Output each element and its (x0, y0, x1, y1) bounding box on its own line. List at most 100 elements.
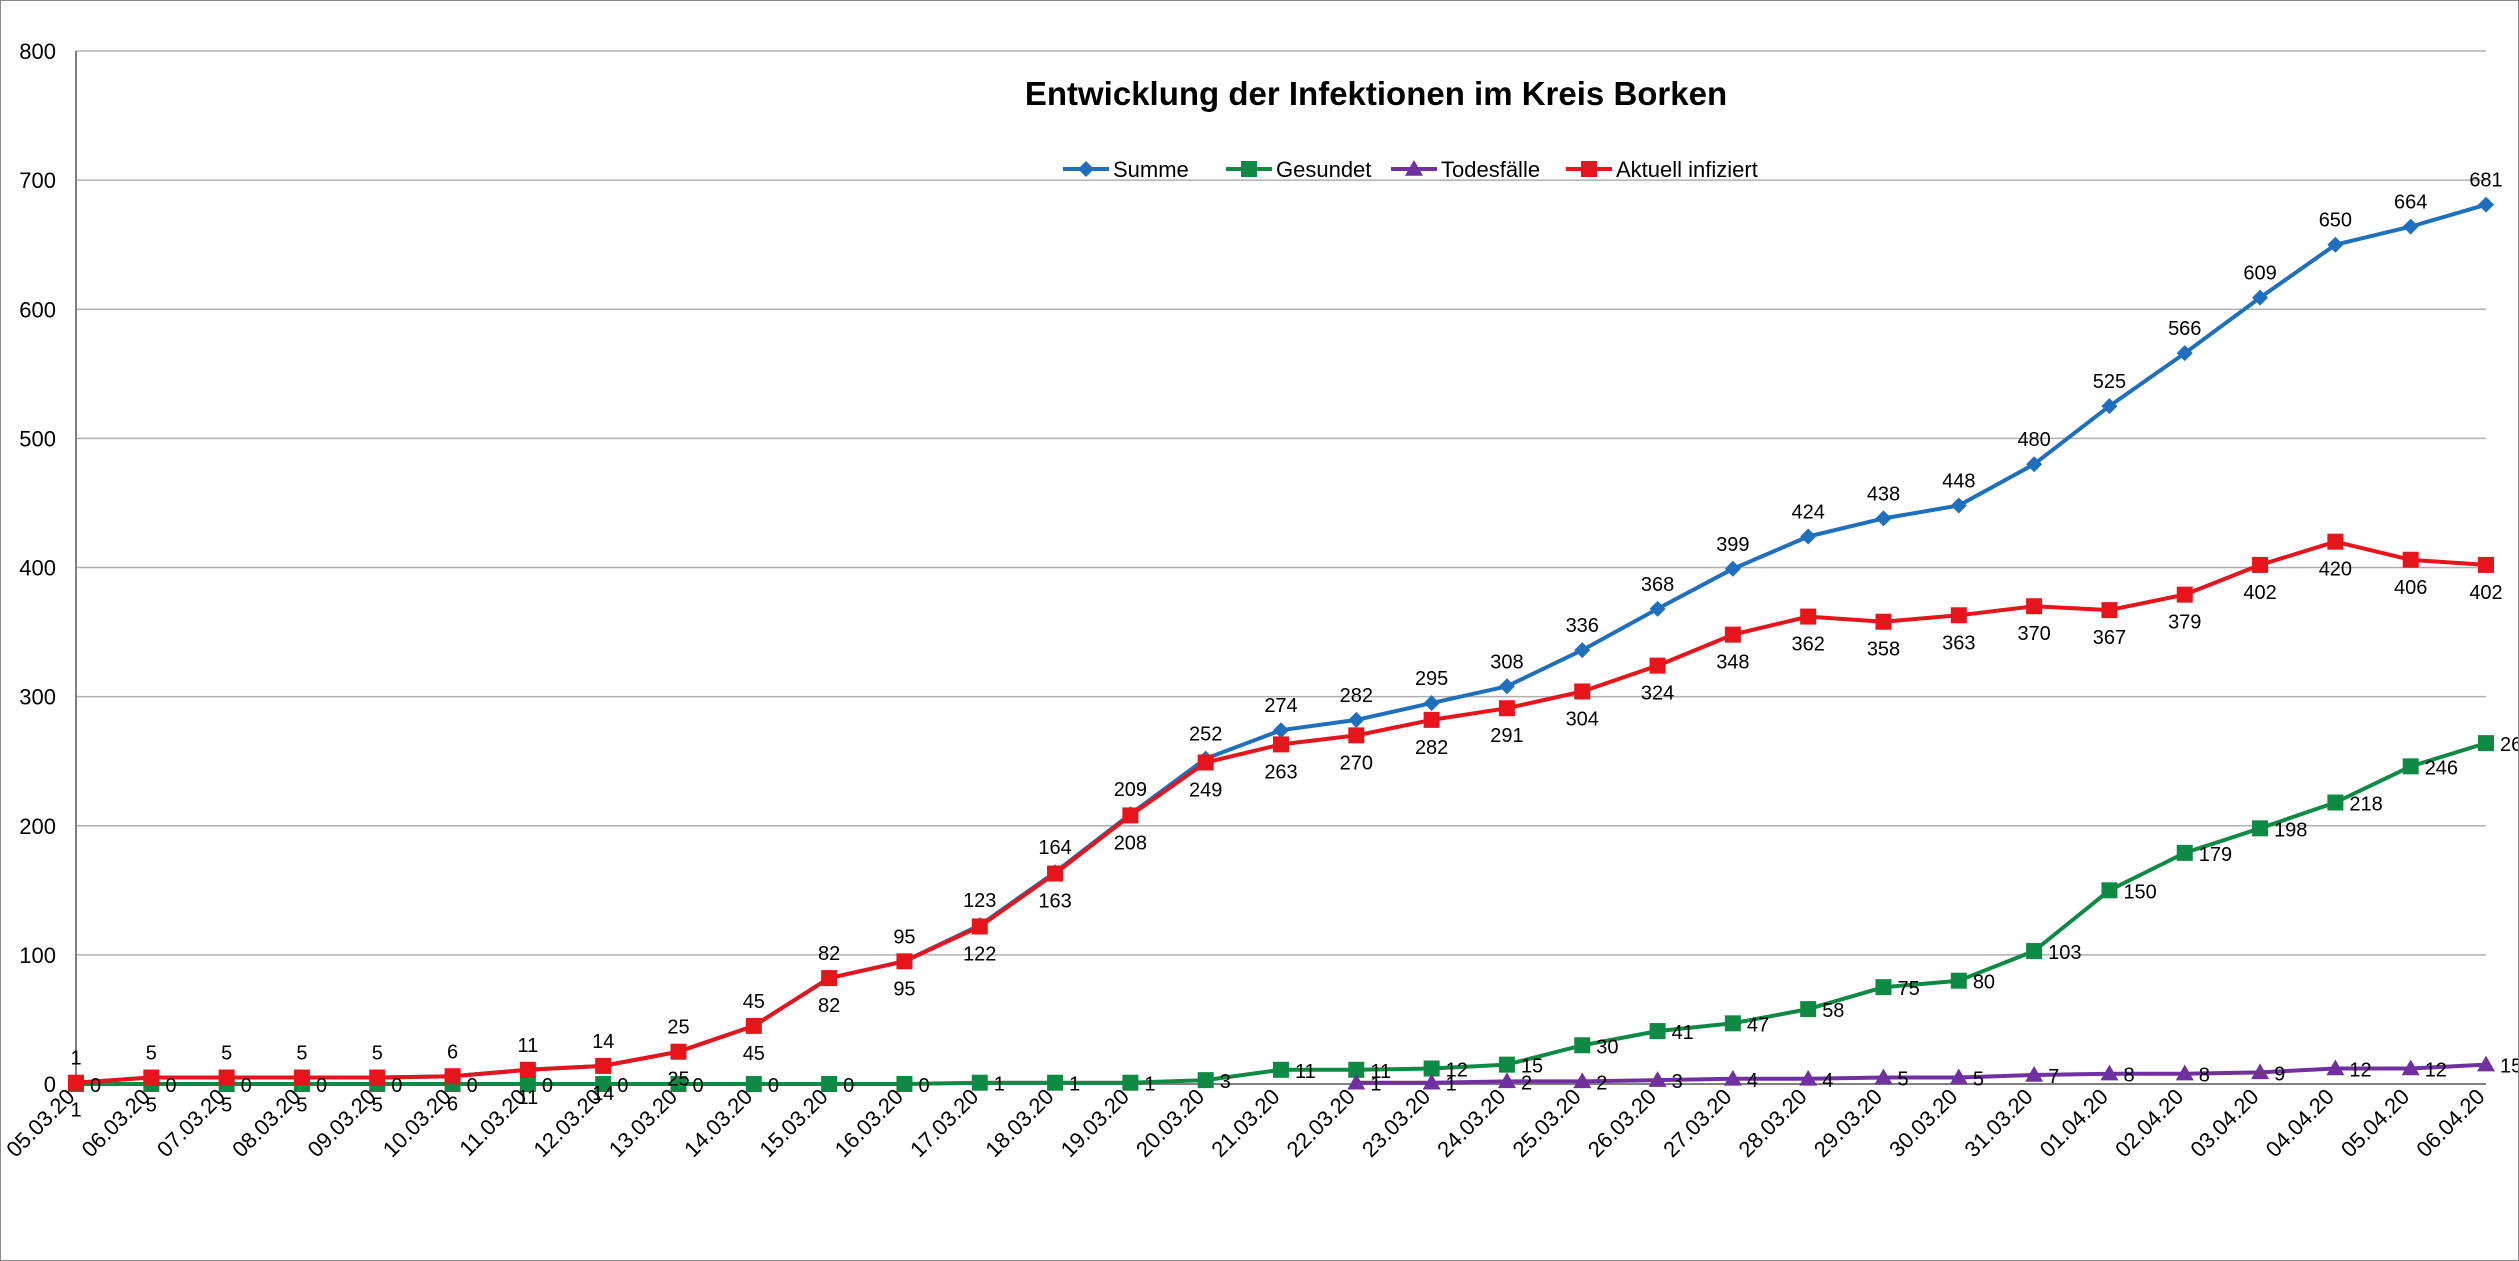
data-label-summe: 5 (372, 1043, 383, 1065)
marker-aktuell-infiziert (896, 953, 913, 970)
marker-aktuell-infiziert (745, 1017, 762, 1034)
data-label-aktuell-infiziert: 402 (2469, 582, 2502, 604)
data-label-summe: 609 (2243, 263, 2276, 285)
legend-label-todesf-lle: Todesfälle (1441, 157, 1540, 182)
data-label-gesundet: 0 (241, 1075, 252, 1097)
marker-aktuell-infiziert (1047, 865, 1064, 882)
series-line-gesundet (76, 741, 2487, 1086)
data-label-gesundet: 0 (542, 1075, 553, 1097)
marker-aktuell-infiziert (2026, 598, 2043, 615)
marker-aktuell-infiziert (2402, 551, 2419, 568)
marker-aktuell-infiziert (1122, 807, 1139, 824)
data-label-todesf-lle: 5 (1973, 1069, 1984, 1091)
data-label-todesf-lle: 9 (2274, 1063, 2285, 1085)
legend-label-summe: Summe (1113, 157, 1189, 182)
data-label-todesf-lle: 7 (2048, 1066, 2059, 1088)
data-label-aktuell-infiziert: 1 (70, 1100, 81, 1122)
marker-todesf-lle (1949, 1068, 1968, 1085)
marker-gesundet (519, 1076, 536, 1092)
marker-gesundet (1348, 1061, 1365, 1078)
marker-gesundet (1498, 1056, 1515, 1073)
x-tick-label: 25.03.20 (1508, 1084, 1586, 1162)
y-tick-label: 100 (19, 943, 56, 968)
marker-todesf-lle (2401, 1059, 2420, 1076)
data-label-gesundet: 11 (1295, 1061, 1316, 1083)
marker-todesf-lle (2025, 1065, 2044, 1082)
data-label-gesundet: 15 (1521, 1056, 1543, 1078)
data-label-gesundet: 80 (1973, 972, 1995, 994)
marker-todesf-lle (1497, 1072, 1516, 1089)
marker-summe (1574, 642, 1591, 659)
data-label-aktuell-infiziert: 163 (1038, 891, 1071, 913)
y-tick-label: 500 (19, 426, 56, 451)
marker-todesf-lle (1347, 1073, 1366, 1090)
marker-gesundet (2478, 735, 2494, 752)
y-tick-labels: 0 100 200 300 400 500 600 700 800 (19, 39, 56, 1097)
marker-aktuell-infiziert (519, 1061, 536, 1078)
legend-marker-aktuell-infiziert (1581, 161, 1597, 177)
y-tick-label: 700 (19, 168, 56, 193)
marker-todesf-lle (1874, 1068, 1893, 1085)
marker-aktuell-infiziert (1574, 683, 1591, 700)
marker-aktuell-infiziert (143, 1069, 160, 1086)
data-label-gesundet: 0 (768, 1075, 779, 1097)
data-label-summe: 11 (517, 1035, 538, 1057)
y-tick-label: 0 (44, 1072, 56, 1097)
data-label-gesundet: 0 (467, 1075, 478, 1097)
data-label-todesf-lle: 4 (1822, 1070, 1833, 1092)
marker-aktuell-infiziert (2478, 556, 2494, 573)
data-label-aktuell-infiziert: 406 (2394, 577, 2427, 599)
marker-summe (2026, 456, 2043, 473)
marker-gesundet (1649, 1023, 1666, 1040)
data-label-todesf-lle: 8 (2123, 1065, 2134, 1087)
data-label-aktuell-infiziert: 420 (2319, 559, 2352, 581)
gridlines (76, 50, 2486, 956)
data-label-summe: 480 (2017, 429, 2050, 451)
marker-summe (1724, 560, 1741, 577)
y-tick-label: 800 (19, 39, 56, 64)
data-label-gesundet: 0 (843, 1075, 854, 1097)
x-tick-label: 24.03.20 (1432, 1084, 1510, 1162)
marker-summe (2252, 289, 2269, 306)
marker-aktuell-infiziert (1197, 754, 1214, 771)
x-tick-label: 19.03.20 (1056, 1084, 1134, 1162)
legend-marker-todesf-lle (1405, 160, 1423, 176)
marker-gesundet (1423, 1060, 1440, 1077)
data-label-gesundet: 30 (1596, 1036, 1618, 1058)
marker-summe (2327, 236, 2344, 253)
marker-aktuell-infiziert (2327, 533, 2344, 550)
marker-aktuell-infiziert (68, 1074, 84, 1091)
marker-aktuell-infiziert (1950, 607, 1967, 624)
data-label-gesundet: 246 (2425, 757, 2458, 779)
marker-todesf-lle (2175, 1064, 2194, 1081)
marker-gesundet (595, 1076, 612, 1092)
marker-gesundet (1047, 1074, 1064, 1091)
marker-aktuell-infiziert (821, 970, 838, 987)
marker-gesundet (2026, 943, 2043, 960)
data-label-gesundet: 218 (2349, 794, 2382, 816)
marker-todesf-lle (1799, 1069, 1818, 1086)
chart-title: Entwicklung der Infektionen im Kreis Bor… (1025, 75, 1727, 112)
data-label-gesundet: 0 (918, 1075, 929, 1097)
data-label-aktuell-infiziert: 324 (1641, 683, 1674, 705)
x-tick-label: 05.03.20 (1, 1084, 79, 1162)
data-label-gesundet: 103 (2048, 942, 2081, 964)
x-tick-label: 27.03.20 (1658, 1084, 1736, 1162)
marker-summe (1800, 528, 1817, 545)
marker-aktuell-infiziert (369, 1069, 386, 1086)
marker-aktuell-infiziert (293, 1069, 310, 1086)
data-label-gesundet: 58 (1822, 1000, 1844, 1022)
marker-gesundet (2402, 758, 2419, 775)
x-tick-label: 21.03.20 (1206, 1084, 1284, 1162)
data-label-summe: 681 (2469, 170, 2502, 192)
marker-aktuell-infiziert (2101, 602, 2118, 619)
marker-gesundet (2252, 820, 2269, 837)
data-label-aktuell-infiziert: 45 (743, 1043, 765, 1065)
x-tick-label: 23.03.20 (1357, 1084, 1435, 1162)
data-label-gesundet: 179 (2199, 844, 2232, 866)
marker-summe (1273, 722, 1289, 739)
marker-gesundet (1875, 979, 1892, 996)
